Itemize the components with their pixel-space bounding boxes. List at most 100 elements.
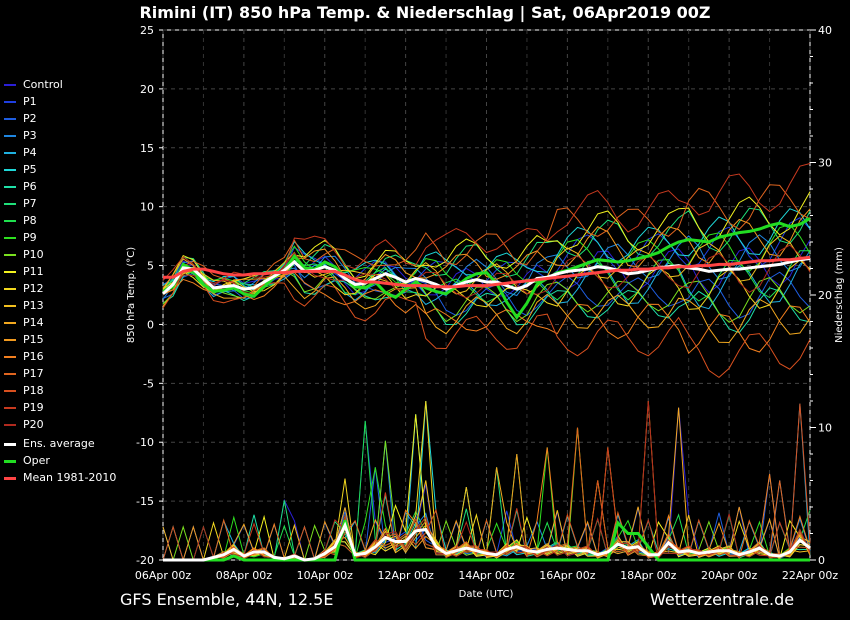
oper-temp-line [162, 217, 811, 321]
legend-swatch [4, 305, 16, 307]
legend-item-control: Control [4, 76, 116, 93]
legend-item-p15: P15 [4, 331, 116, 348]
legend-item-p5: P5 [4, 161, 116, 178]
legend-swatch [4, 254, 16, 256]
chart-title: Rimini (IT) 850 hPa Temp. & Niederschlag… [139, 3, 711, 22]
legend-label: P10 [23, 248, 44, 261]
x-axis-label: Date (UTC) [459, 589, 514, 600]
legend-item-p16: P16 [4, 348, 116, 365]
legend-swatch [4, 288, 16, 290]
legend-item-p9: P9 [4, 229, 116, 246]
temp-line-p4 [162, 254, 811, 310]
legend-swatch [4, 101, 16, 103]
legend-label: P16 [23, 350, 44, 363]
oper-precip-line [163, 519, 810, 562]
legend-item-p6: P6 [4, 178, 116, 195]
x-tick: 08Apr 00z [216, 569, 273, 582]
legend-item-p12: P12 [4, 280, 116, 297]
legend-item-p4: P4 [4, 144, 116, 161]
temp-line-p7 [162, 207, 811, 295]
legend-label: P1 [23, 95, 37, 108]
legend-label: P2 [23, 112, 37, 125]
legend-item-p1: P1 [4, 93, 116, 110]
legend-label: Mean 1981-2010 [23, 471, 117, 484]
legend-label: P18 [23, 384, 44, 397]
legend-label: Ens. average [23, 437, 95, 450]
legend-swatch [4, 118, 16, 120]
legend-item-p11: P11 [4, 263, 116, 280]
legend-label: P9 [23, 231, 37, 244]
legend-swatch [4, 152, 16, 154]
legend-swatch [4, 186, 16, 188]
x-tick: 14Apr 00z [458, 569, 515, 582]
ens-average-temp-line [161, 257, 811, 295]
legend-swatch [4, 322, 16, 324]
y-tick-left: 5 [147, 260, 154, 273]
legend-label: Control [23, 78, 63, 91]
x-tick: 20Apr 00z [701, 569, 758, 582]
legend-label: P4 [23, 146, 37, 159]
x-tick: 06Apr 00z [135, 569, 192, 582]
legend-label: P15 [23, 333, 44, 346]
x-tick: 18Apr 00z [620, 569, 677, 582]
y-tick-left: 0 [147, 318, 154, 331]
y-tick-left: -10 [136, 436, 154, 449]
legend-item-p2: P2 [4, 110, 116, 127]
legend-label: P7 [23, 197, 37, 210]
y-tick-right: 0 [818, 554, 825, 567]
legend-label: P11 [23, 265, 44, 278]
y-tick-left: 10 [140, 201, 154, 214]
legend-swatch [4, 424, 16, 426]
legend-item-p19: P19 [4, 399, 116, 416]
temp-line-p17 [162, 184, 811, 293]
legend-item-p8: P8 [4, 212, 116, 229]
temp-line-p19 [162, 163, 811, 287]
legend-item-p13: P13 [4, 297, 116, 314]
legend-label: P5 [23, 163, 37, 176]
legend-swatch [4, 407, 16, 409]
legend-item-p20: P20 [4, 416, 116, 433]
legend-swatch [4, 373, 16, 375]
axis-labels: Date (UTC) 850 hPa Temp. (°C) Niederschl… [126, 247, 845, 600]
legend-swatch [4, 237, 16, 239]
legend-swatch [4, 459, 16, 463]
legend-label: P3 [23, 129, 37, 142]
legend-item-p17: P17 [4, 365, 116, 382]
legend-label: P17 [23, 367, 44, 380]
model-info: GFS Ensemble, 44N, 12.5E [120, 590, 334, 609]
x-tick: 22Apr 00z [782, 569, 839, 582]
tick-labels: 25 20 15 10 5 0 -5 -10 -15 -20 40 30 20 10 0 06Apr 00z 0… [135, 24, 839, 582]
y-tick-left: -5 [143, 377, 154, 390]
x-tick: 16Apr 00z [539, 569, 596, 582]
y-tick-left: -15 [136, 495, 154, 508]
y-tick-right: 30 [818, 157, 832, 170]
legend-swatch [4, 390, 16, 392]
y-tick-right: 10 [818, 422, 832, 435]
legend-swatch [4, 169, 16, 171]
legend-item-p18: P18 [4, 382, 116, 399]
temp-line-p18 [162, 270, 811, 379]
temp-line-p12 [162, 259, 811, 310]
legend-item-p14: P14 [4, 314, 116, 331]
y-axis-right-label: Niederschlag (mm) [834, 247, 845, 343]
precip-line-p16 [163, 447, 811, 561]
legend-swatch [4, 442, 16, 446]
legend-label: P14 [23, 316, 44, 329]
x-tick: 10Apr 00z [297, 569, 354, 582]
legend-item-ens-average: Ens. average [4, 435, 116, 452]
y-tick-left: 25 [140, 24, 154, 37]
legend-swatch [4, 476, 16, 480]
legend-swatch [4, 271, 16, 273]
x-tick: 12Apr 00z [377, 569, 434, 582]
legend-label: P12 [23, 282, 44, 295]
y-tick-left: 15 [140, 142, 154, 155]
legend-label: P8 [23, 214, 37, 227]
highlighted-lines [161, 217, 811, 562]
legend-item-p3: P3 [4, 127, 116, 144]
legend-label: P13 [23, 299, 44, 312]
legend-item-mean-1981-2010: Mean 1981-2010 [4, 469, 116, 486]
mean-1981-2010-line [163, 255, 811, 289]
legend-swatch [4, 135, 16, 137]
legend-label: P6 [23, 180, 37, 193]
